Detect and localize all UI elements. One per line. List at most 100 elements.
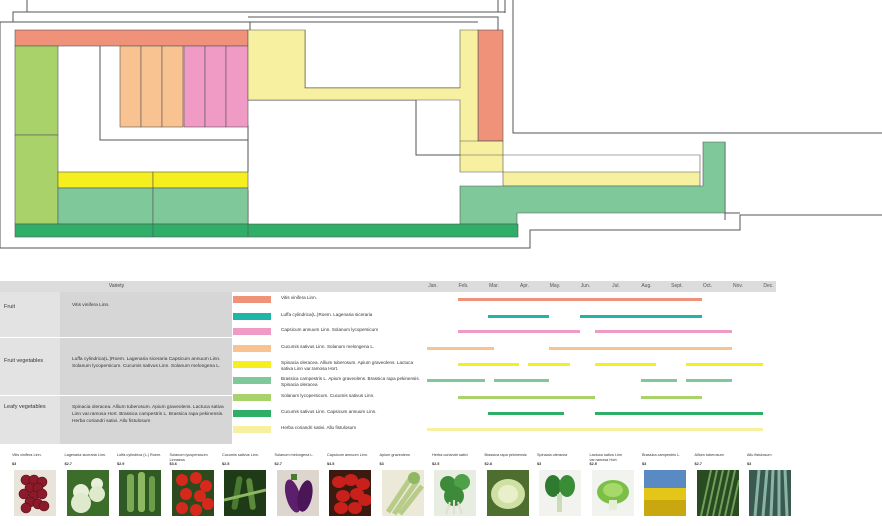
photo-price: $2.7 — [694, 462, 702, 466]
legend-label: Brassica campestris L. Apium graveolens.… — [281, 376, 420, 387]
legend-swatch — [233, 377, 271, 384]
bed-pepper-2 — [204, 45, 227, 128]
schedule-bar — [594, 363, 656, 366]
bed-spinach-2 — [152, 171, 249, 189]
rapeseed-icon — [644, 470, 686, 516]
photo-caption: Spinacia oleracea — [537, 453, 568, 457]
pepper-icon — [329, 470, 371, 516]
category-label: Leafy vegetables — [4, 404, 46, 410]
schedule-bar — [488, 412, 565, 415]
planting-schedule: Variety Jan. Feb. Mar. Apr. May. Jun. Jul. Aug.… — [0, 281, 882, 446]
schedule-bar — [640, 396, 702, 399]
photo-price: $2.5 — [432, 462, 440, 466]
photo-caption: Lagenaria siceraria Linn. — [64, 453, 107, 457]
photo-caption: Herba coriandri sativi — [432, 453, 468, 457]
photo-price: $3.6 — [169, 462, 177, 466]
variety-header: Variety — [0, 281, 233, 292]
tomato-icon — [171, 470, 214, 516]
scallion-icon — [749, 470, 791, 516]
bed-pepper-1 — [183, 45, 206, 128]
legend-label: Solanum lycopersicum. Cucumis sativus Li… — [281, 393, 375, 398]
variety-list: Luffa cylindrica(L.)Roem. Lagenaria sice… — [72, 357, 221, 369]
legend-swatch — [233, 345, 271, 352]
month-label: Mar. — [489, 283, 499, 289]
category-label: Fruit vegetables — [4, 358, 44, 364]
legend-label: Vitis vinifera Linn. — [281, 295, 317, 300]
legend-header — [233, 281, 426, 292]
photo-caption: Lactuca sativa Linn var.ramosa Hort. — [589, 453, 623, 462]
photo-caption: Brassica rapa pekinensis — [484, 453, 527, 457]
schedule-bar — [427, 379, 485, 382]
schedule-bar — [488, 315, 549, 318]
month-label: Apr. — [520, 283, 529, 289]
photo-price: $3 — [12, 462, 17, 466]
month-label: Sept. — [671, 283, 683, 289]
photo-price: $2.5 — [222, 462, 230, 466]
category-label: Fruit — [4, 304, 15, 310]
bed-coriander — [247, 29, 701, 187]
photo-caption: Luffa cylindrica (L.) Roem. — [117, 453, 162, 457]
coriander-icon — [434, 470, 476, 516]
legend-label: Spinacia oleracea. Allium tuberosum. Api… — [281, 360, 414, 371]
bed-tomato-upper — [14, 45, 59, 136]
bed-cucumber-pepper — [14, 223, 519, 238]
legend-swatch — [233, 361, 271, 368]
photo-price: $3 — [642, 462, 647, 466]
grapes-icon — [14, 470, 56, 516]
bed-cucumber-1 — [119, 45, 142, 128]
photo-price: $4.5 — [327, 462, 335, 466]
planting-plan — [0, 0, 882, 249]
category-leafy-vegetables: Leafy vegetables — [0, 396, 60, 444]
variety-list: Vitis vinifera Linn. — [72, 303, 110, 308]
schedule-bar — [457, 330, 580, 333]
month-label: Nov. — [733, 283, 743, 289]
schedule-bar — [579, 315, 702, 318]
month-label: Jan. — [428, 283, 438, 289]
luffa-icon — [119, 470, 161, 516]
bed-cucumber-2 — [140, 45, 163, 128]
photo-caption: Apium graveolens — [379, 453, 410, 457]
legend-swatch — [233, 394, 271, 401]
schedule-bar — [457, 363, 519, 366]
bed-grape-top — [14, 29, 249, 47]
spinach-icon — [539, 470, 581, 516]
bed-pepper-3 — [225, 45, 249, 128]
legend-label: Herba coriandri sativi. Allu fistulosum — [281, 425, 357, 430]
month-label: Oct. — [702, 283, 713, 289]
month-label: Jun. — [580, 283, 591, 289]
photo-caption: Capsicum annuum Linn. — [327, 453, 368, 457]
schedule-bar — [686, 379, 732, 382]
schedule-bar — [457, 298, 702, 301]
photo-price: $3 — [537, 462, 542, 466]
photo-caption: Cucumis sativus Linn. — [222, 453, 259, 457]
month-label: Dec. — [763, 283, 774, 289]
legend-label: Capsicum annuum Linn. Solanum lycopersic… — [281, 327, 379, 332]
photo-price: $2.5 — [589, 462, 597, 466]
bed-cucumber-3 — [161, 45, 184, 128]
variety-fruit-vegetables: Luffa cylindrica(L.)Roem. Lagenaria sice… — [60, 338, 232, 395]
legend-label: Luffa cylindrica(L.)Roem. Lagenaria sice… — [281, 312, 373, 317]
schedule-bar — [457, 396, 595, 399]
schedule-bar — [494, 379, 549, 382]
month-label: Jul. — [612, 283, 620, 289]
bed-grape-right — [477, 29, 504, 142]
photo-caption: Vitis vinifera Linn. — [12, 453, 42, 457]
schedule-bar — [594, 412, 763, 415]
schedule-bar — [594, 330, 732, 333]
cucumber-icon — [224, 470, 266, 516]
photo-price: $2.8 — [484, 462, 492, 466]
photo-caption: Brassica campestris L. — [642, 453, 681, 457]
photo-price: $2.7 — [274, 462, 282, 466]
cabbage-icon — [486, 470, 529, 516]
bed-brassica-1 — [57, 187, 154, 225]
schedule-bar — [640, 379, 678, 382]
schedule-bar — [427, 347, 495, 350]
variety-fruit: Vitis vinifera Linn. — [60, 292, 232, 337]
category-fruit: Fruit — [0, 292, 60, 337]
legend-swatch — [233, 313, 271, 320]
schedule-bar — [427, 428, 763, 431]
month-header — [426, 281, 776, 292]
photo-caption: Allu fistulosum — [747, 453, 772, 457]
photo-caption: Allium tuberosum — [694, 453, 724, 457]
legend-swatch — [233, 410, 271, 417]
